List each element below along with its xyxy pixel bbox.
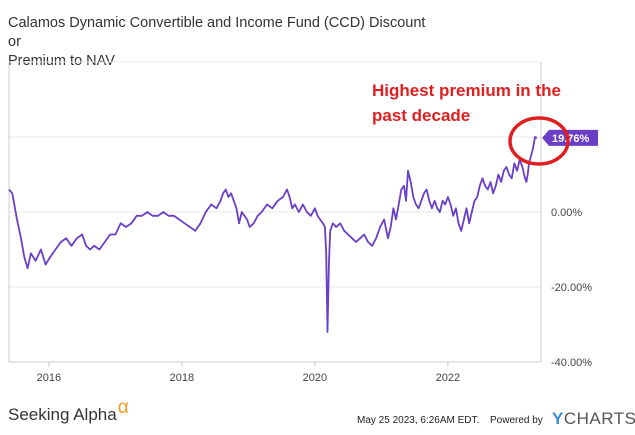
annotation-circle <box>508 116 570 166</box>
x-tick-label-1: 2018 <box>170 372 194 384</box>
annotation-text-line-1: Highest premium in the <box>372 81 561 100</box>
x-tick-label-3: 2022 <box>436 372 460 384</box>
seeking-alpha-logo: Seeking Alphaα <box>8 397 129 426</box>
ycharts-text: CHARTS <box>563 409 635 428</box>
alpha-icon: α <box>117 397 129 418</box>
y-tick-label-1: -20.00% <box>551 282 592 294</box>
chart-title-line-1: Calamos Dynamic Convertible and Income F… <box>8 15 426 50</box>
series-line-ccd <box>8 136 538 333</box>
ycharts-y-icon: Y <box>552 409 564 428</box>
powered-by-label: Powered by <box>490 415 543 426</box>
last-value-badge-text: 19.76% <box>552 133 590 145</box>
y-tick-label-0: 0.00% <box>551 207 582 219</box>
last-value-badge-bg <box>542 129 598 146</box>
x-tick-label-0: 2016 <box>37 372 61 384</box>
chart-title: Calamos Dynamic Convertible and Income F… <box>8 14 428 71</box>
seeking-alpha-text: Seeking Alpha <box>8 405 117 424</box>
ycharts-logo: YCHARTS <box>552 409 635 429</box>
x-tick-label-2: 2020 <box>303 372 327 384</box>
y-tick-label-2: -40.00% <box>551 357 592 369</box>
last-value-badge: 19.76% <box>542 129 598 146</box>
chart-title-line-2: Premium to NAV <box>8 53 115 69</box>
annotation-text-line-2: past decade <box>372 106 470 125</box>
timestamp: May 25 2023, 6:26AM EDT. <box>357 415 480 426</box>
